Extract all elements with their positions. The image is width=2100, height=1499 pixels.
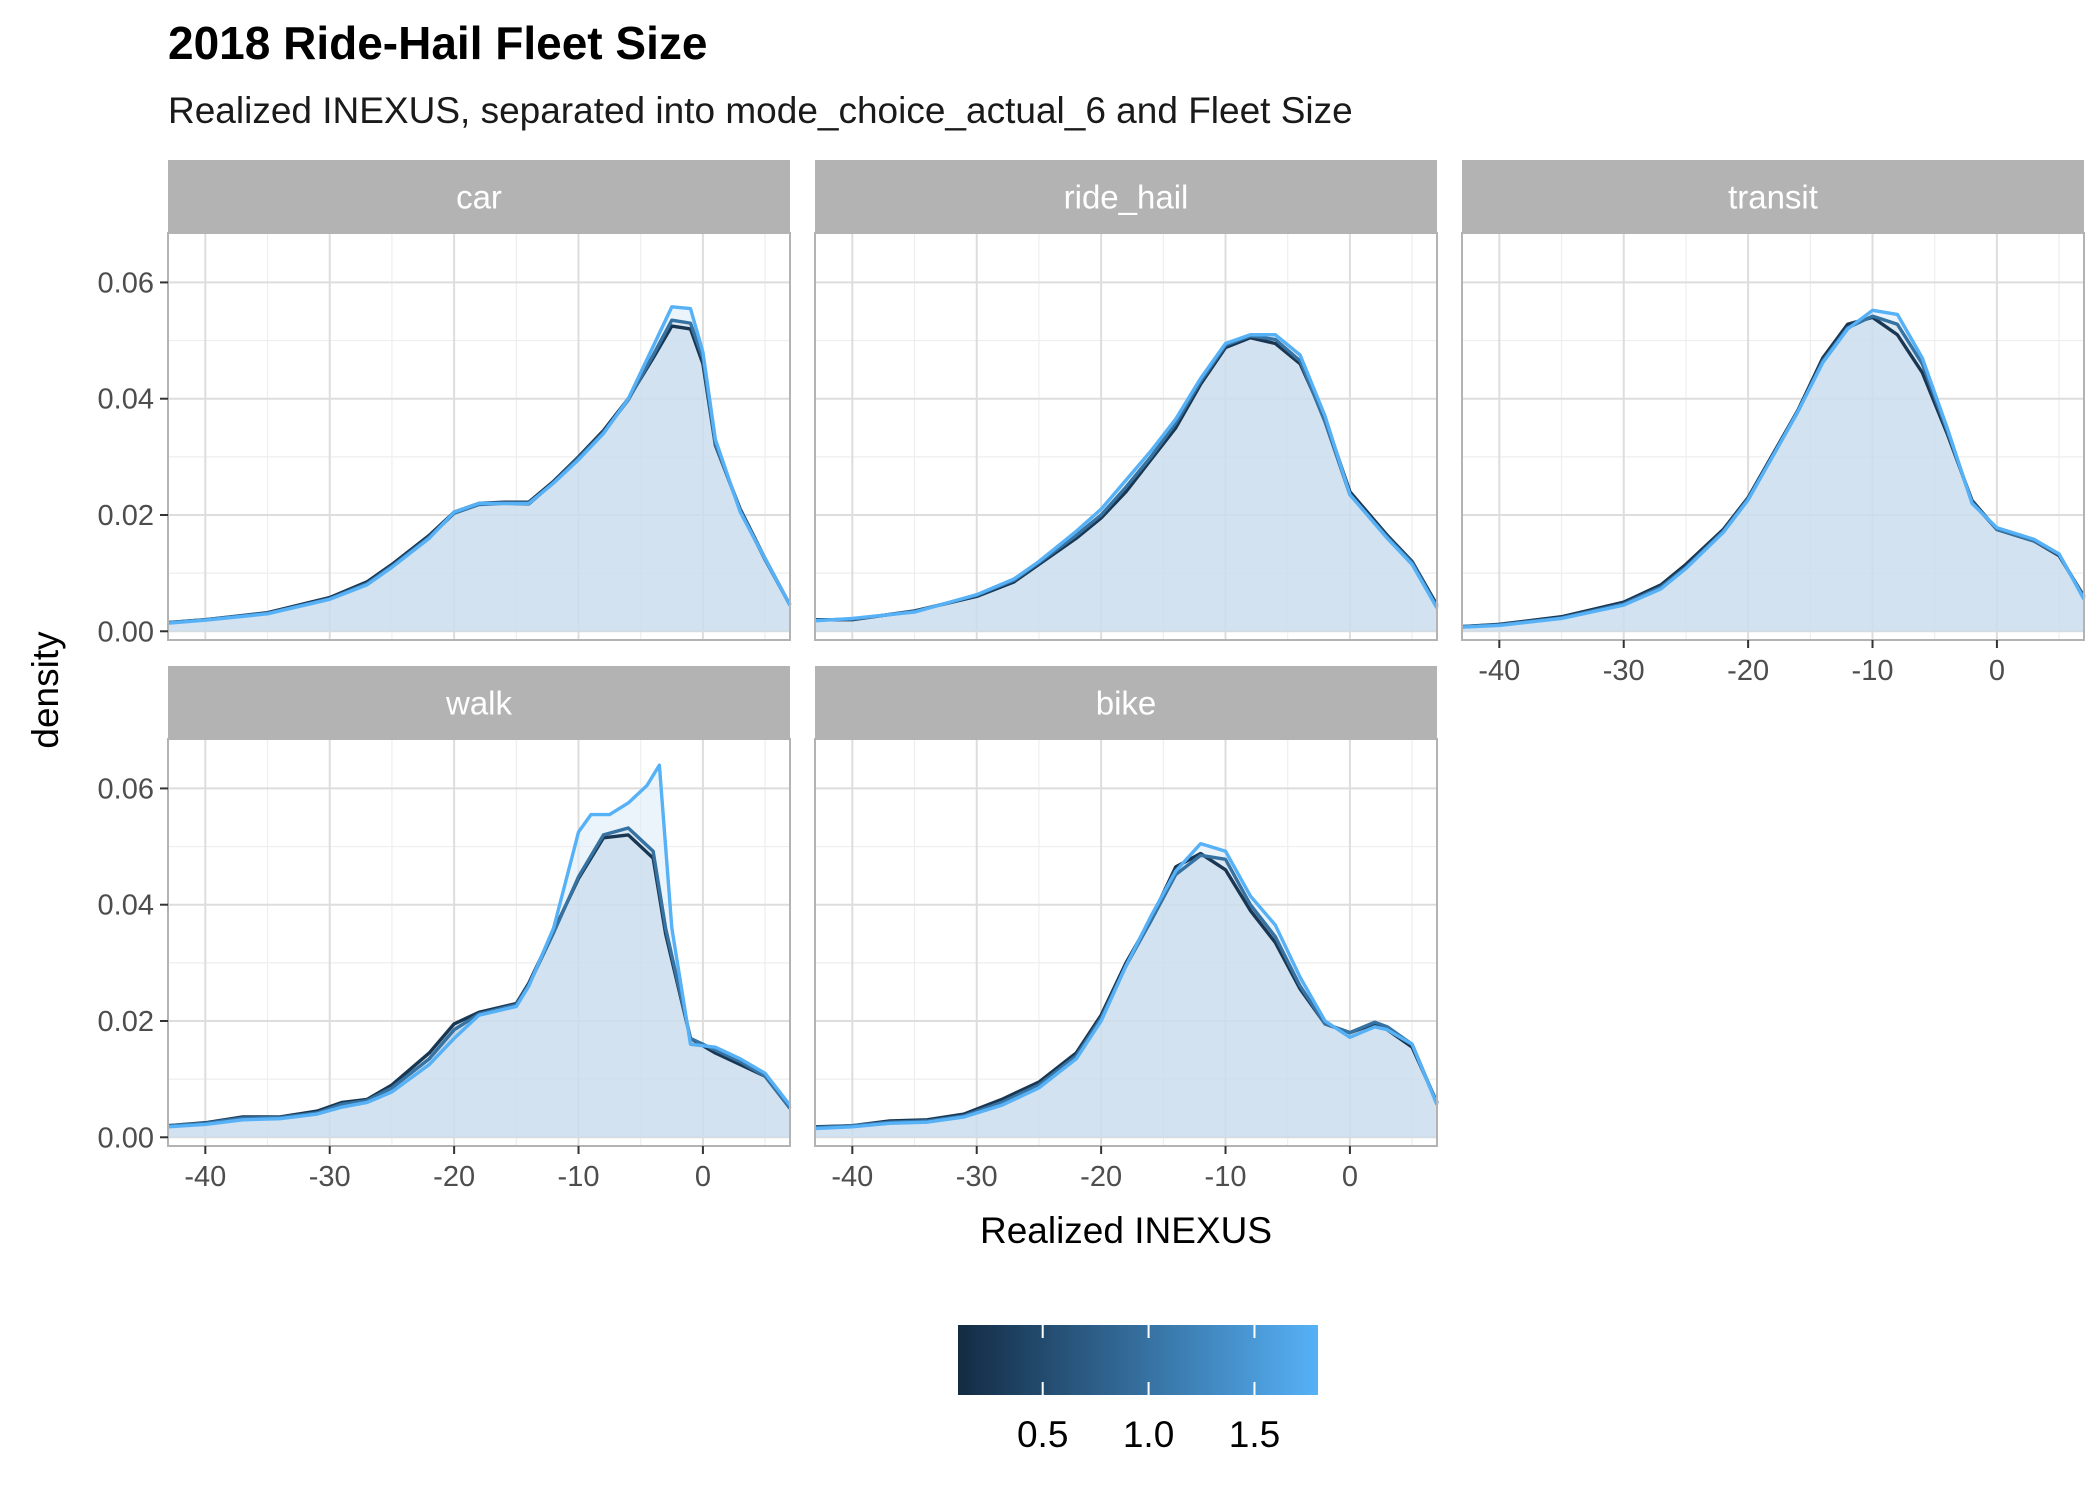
density-area-fleet-1-8 <box>815 334 1437 632</box>
x-tick-label: -10 <box>1205 1161 1247 1193</box>
facet-strip-transit <box>1462 160 2084 233</box>
legend-tick-label: 0.5 <box>1017 1414 1068 1455</box>
density-line-fleet-1-8 <box>167 763 792 1129</box>
x-tick-label: 0 <box>1989 655 2005 687</box>
x-tick-label: -30 <box>309 1161 351 1193</box>
x-tick-label: -10 <box>1852 655 1894 687</box>
panel-border <box>1461 232 2085 641</box>
facet-strip-bike <box>815 666 1437 739</box>
chart-subtitle: Realized INEXUS, separated into mode_cho… <box>168 90 1353 131</box>
y-tick-label: 0.00 <box>98 616 154 648</box>
y-tick-label: 0.00 <box>98 1122 154 1154</box>
y-tick-label: 0.04 <box>98 890 154 922</box>
x-tick-label: -40 <box>1478 655 1520 687</box>
x-tick-label: -40 <box>184 1161 226 1193</box>
facet-label-bike: bike <box>1096 685 1157 722</box>
density-area-fleet-1-8 <box>168 765 790 1138</box>
facet-label-ride-hail: ride_hail <box>1064 179 1189 216</box>
legend-tick-label: 1.5 <box>1229 1414 1280 1455</box>
x-tick-label: 0 <box>695 1161 711 1193</box>
legend-colorbar <box>958 1325 1318 1395</box>
y-tick-label: 0.02 <box>98 1006 154 1038</box>
density-line-fleet-1-8 <box>1461 308 2086 629</box>
x-tick-label: -30 <box>956 1161 998 1193</box>
facet-strip-walk <box>168 666 790 739</box>
panel-border <box>814 738 1438 1147</box>
y-tick-label: 0.06 <box>98 267 154 299</box>
panel-border <box>167 738 791 1147</box>
x-tick-label: -10 <box>558 1161 600 1193</box>
x-tick-label: -30 <box>1603 655 1645 687</box>
x-tick-label: -40 <box>831 1161 873 1193</box>
x-tick-label: -20 <box>433 1161 475 1193</box>
y-axis-title: density <box>25 631 66 749</box>
x-axis-title: Realized INEXUS <box>980 1210 1272 1251</box>
chart-title: 2018 Ride-Hail Fleet Size <box>168 17 708 69</box>
density-line-fleet-1-8 <box>814 841 1439 1131</box>
facet-label-transit: transit <box>1728 179 1818 216</box>
facet-label-walk: walk <box>445 685 513 722</box>
legend-tick-label: 1.0 <box>1123 1414 1174 1455</box>
y-tick-label: 0.04 <box>98 384 154 416</box>
density-line-fleet-1-8 <box>167 305 792 625</box>
density-area-fleet-1-8 <box>815 843 1437 1138</box>
panel-border <box>167 232 791 641</box>
x-tick-label: 0 <box>1342 1161 1358 1193</box>
x-tick-label: -20 <box>1080 1161 1122 1193</box>
facet-strip-car <box>168 160 790 233</box>
facet-strip-ride-hail <box>815 160 1437 233</box>
x-tick-label: -20 <box>1727 655 1769 687</box>
panel-border <box>814 232 1438 641</box>
facet-label-car: car <box>456 179 502 216</box>
y-tick-label: 0.02 <box>98 500 154 532</box>
y-tick-label: 0.06 <box>98 773 154 805</box>
density-line-fleet-1-8 <box>814 333 1439 623</box>
